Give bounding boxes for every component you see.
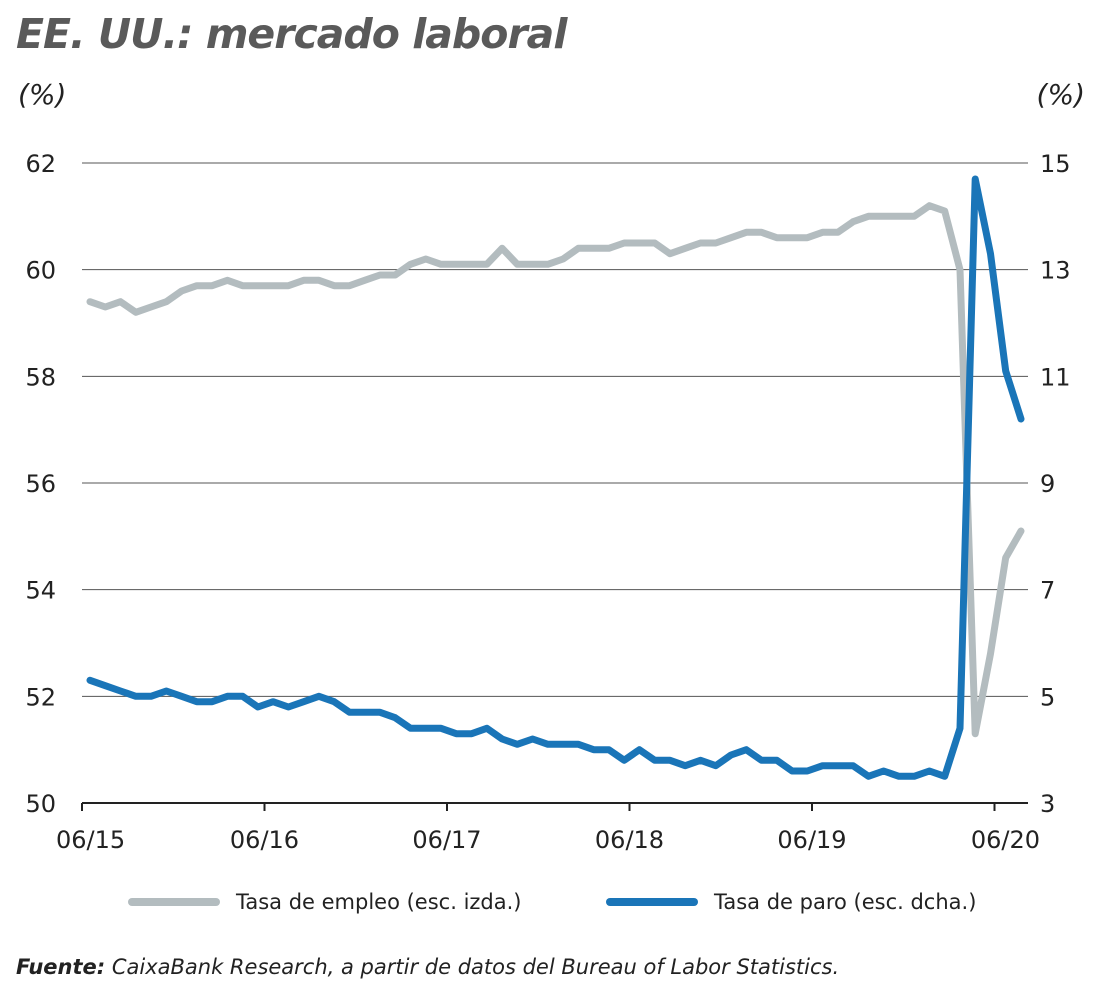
legend-item-employment: Tasa de empleo (esc. izda.) xyxy=(128,890,522,914)
y-left-tick-label: 50 xyxy=(25,790,56,818)
legend: Tasa de empleo (esc. izda.) Tasa de paro… xyxy=(0,890,1111,930)
y-right-tick-label: 13 xyxy=(1040,257,1071,285)
legend-swatch-employment xyxy=(128,898,220,906)
y-left-tick-label: 52 xyxy=(25,683,56,711)
series-line-employment xyxy=(86,202,1025,738)
right-axis-unit: (%) xyxy=(1036,78,1085,111)
source-text: CaixaBank Research, a partir de datos de… xyxy=(105,955,840,979)
source-note: Fuente: CaixaBank Research, a partir de … xyxy=(16,955,839,979)
y-right-tick-label: 3 xyxy=(1040,790,1055,818)
x-tick-label: 06/17 xyxy=(412,826,481,854)
y-right-tick-label: 15 xyxy=(1040,150,1071,178)
legend-swatch-unemployment xyxy=(606,898,698,906)
y-left-tick-label: 60 xyxy=(25,257,56,285)
chart-title: EE. UU.: mercado laboral xyxy=(16,10,567,58)
y-right-tick-label: 9 xyxy=(1040,470,1055,498)
y-left-tick-label: 54 xyxy=(25,577,56,605)
x-tick-label: 06/15 xyxy=(56,826,125,854)
y-left-tick-label: 58 xyxy=(25,363,56,391)
x-tick-label: 06/19 xyxy=(777,826,846,854)
line-chart: 50 52 54 56 58 60 62 3 5 7 9 11 13 15 06/15 06/16 06/17 0… xyxy=(25,150,1071,854)
legend-label-employment: Tasa de empleo (esc. izda.) xyxy=(236,890,522,914)
y-right-tick-label: 5 xyxy=(1040,683,1055,711)
y-right-tick-label: 11 xyxy=(1040,363,1071,391)
legend-item-unemployment: Tasa de paro (esc. dcha.) xyxy=(606,890,976,914)
x-tick-label: 06/16 xyxy=(230,826,299,854)
left-axis-unit: (%) xyxy=(18,78,67,111)
x-tick-label: 06/18 xyxy=(595,826,664,854)
series-line-unemployment xyxy=(86,175,1025,780)
legend-label-unemployment: Tasa de paro (esc. dcha.) xyxy=(714,890,977,914)
y-right-tick-label: 7 xyxy=(1040,577,1055,605)
y-left-tick-label: 56 xyxy=(25,470,56,498)
x-tick-label: 06/20 xyxy=(971,826,1040,854)
source-label: Fuente: xyxy=(16,955,106,979)
y-left-tick-label: 62 xyxy=(25,150,56,178)
